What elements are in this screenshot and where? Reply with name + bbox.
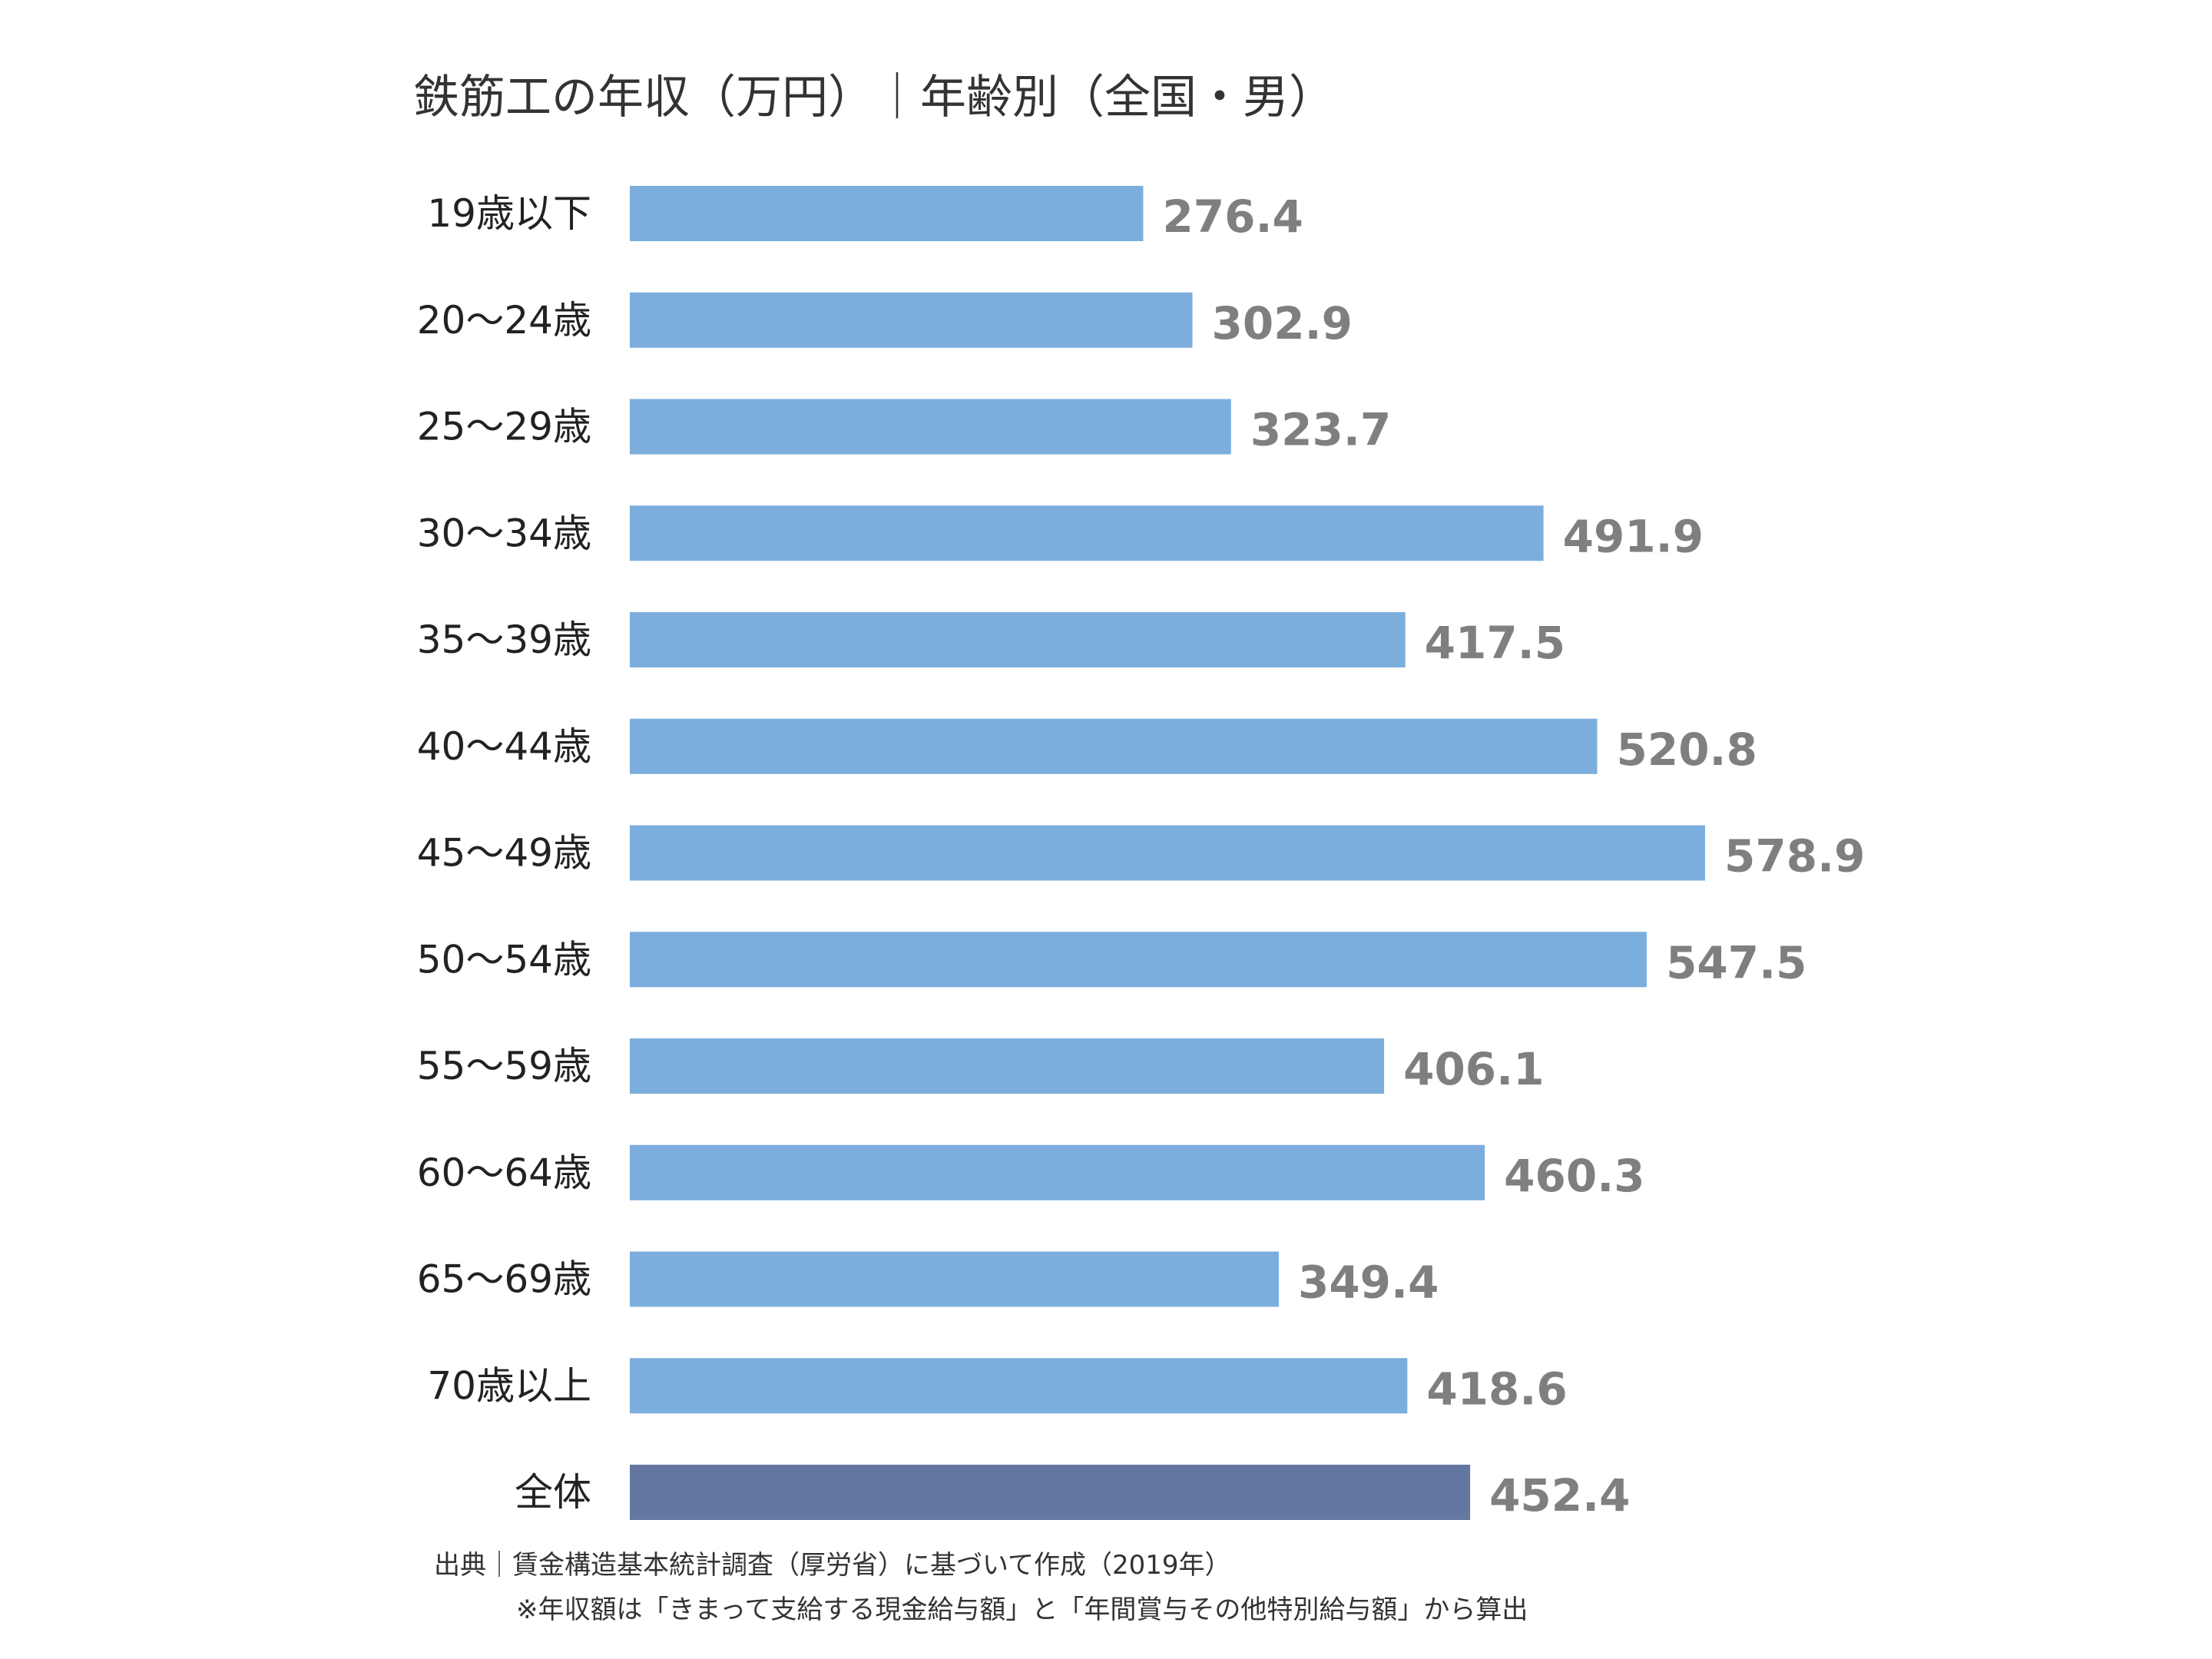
value-label: 323.7 (1250, 404, 1391, 456)
value-label: 547.5 (1666, 936, 1806, 988)
category-label: 20～24歳 (417, 298, 591, 343)
bar (630, 186, 1144, 241)
category-label: 70歳以上 (427, 1363, 591, 1408)
bar (630, 1038, 1385, 1094)
bar-total (630, 1465, 1471, 1520)
value-label: 276.4 (1162, 190, 1303, 243)
value-label: 578.9 (1724, 830, 1865, 882)
bar (630, 399, 1231, 455)
chart-title: 鉄筋工の年収（万円）｜年齢別（全国・男） (413, 71, 1335, 124)
value-label: 349.4 (1298, 1257, 1439, 1309)
bar (630, 825, 1705, 881)
category-label: 30～34歳 (417, 511, 591, 555)
bar (630, 612, 1406, 667)
bar (630, 292, 1193, 348)
category-label: 全体 (515, 1470, 591, 1515)
bar (630, 1144, 1485, 1200)
category-label: 25～29歳 (417, 405, 591, 449)
calculation-note: ※年収額は「きまって支給する現金給与額」と「年間賞与その他特別給与額」から算出 (516, 1594, 1528, 1625)
bar (630, 1251, 1279, 1307)
category-label: 35～39歳 (417, 618, 591, 662)
value-label: 452.4 (1489, 1469, 1630, 1522)
value-label: 406.1 (1403, 1043, 1544, 1095)
bar (630, 718, 1598, 774)
source-note: 出典｜賃金構造基本統計調査（厚労省）に基づいて作成（2019年） (434, 1550, 1231, 1581)
value-label: 417.5 (1425, 617, 1565, 669)
category-label: 55～59歳 (417, 1044, 591, 1088)
category-label: 50～54歳 (417, 937, 591, 982)
value-label: 418.6 (1426, 1363, 1567, 1415)
category-label: 60～64歳 (417, 1151, 591, 1195)
bar (630, 505, 1544, 561)
category-label: 65～69歳 (417, 1257, 591, 1302)
value-label: 491.9 (1563, 510, 1704, 562)
bar (630, 932, 1647, 988)
category-label: 40～44歳 (417, 724, 591, 769)
category-label: 19歳以下 (427, 191, 591, 236)
category-label: 45～49歳 (417, 831, 591, 876)
value-label: 460.3 (1504, 1150, 1644, 1202)
bar (630, 1358, 1408, 1414)
value-label: 302.9 (1212, 297, 1353, 349)
value-label: 520.8 (1616, 724, 1757, 776)
